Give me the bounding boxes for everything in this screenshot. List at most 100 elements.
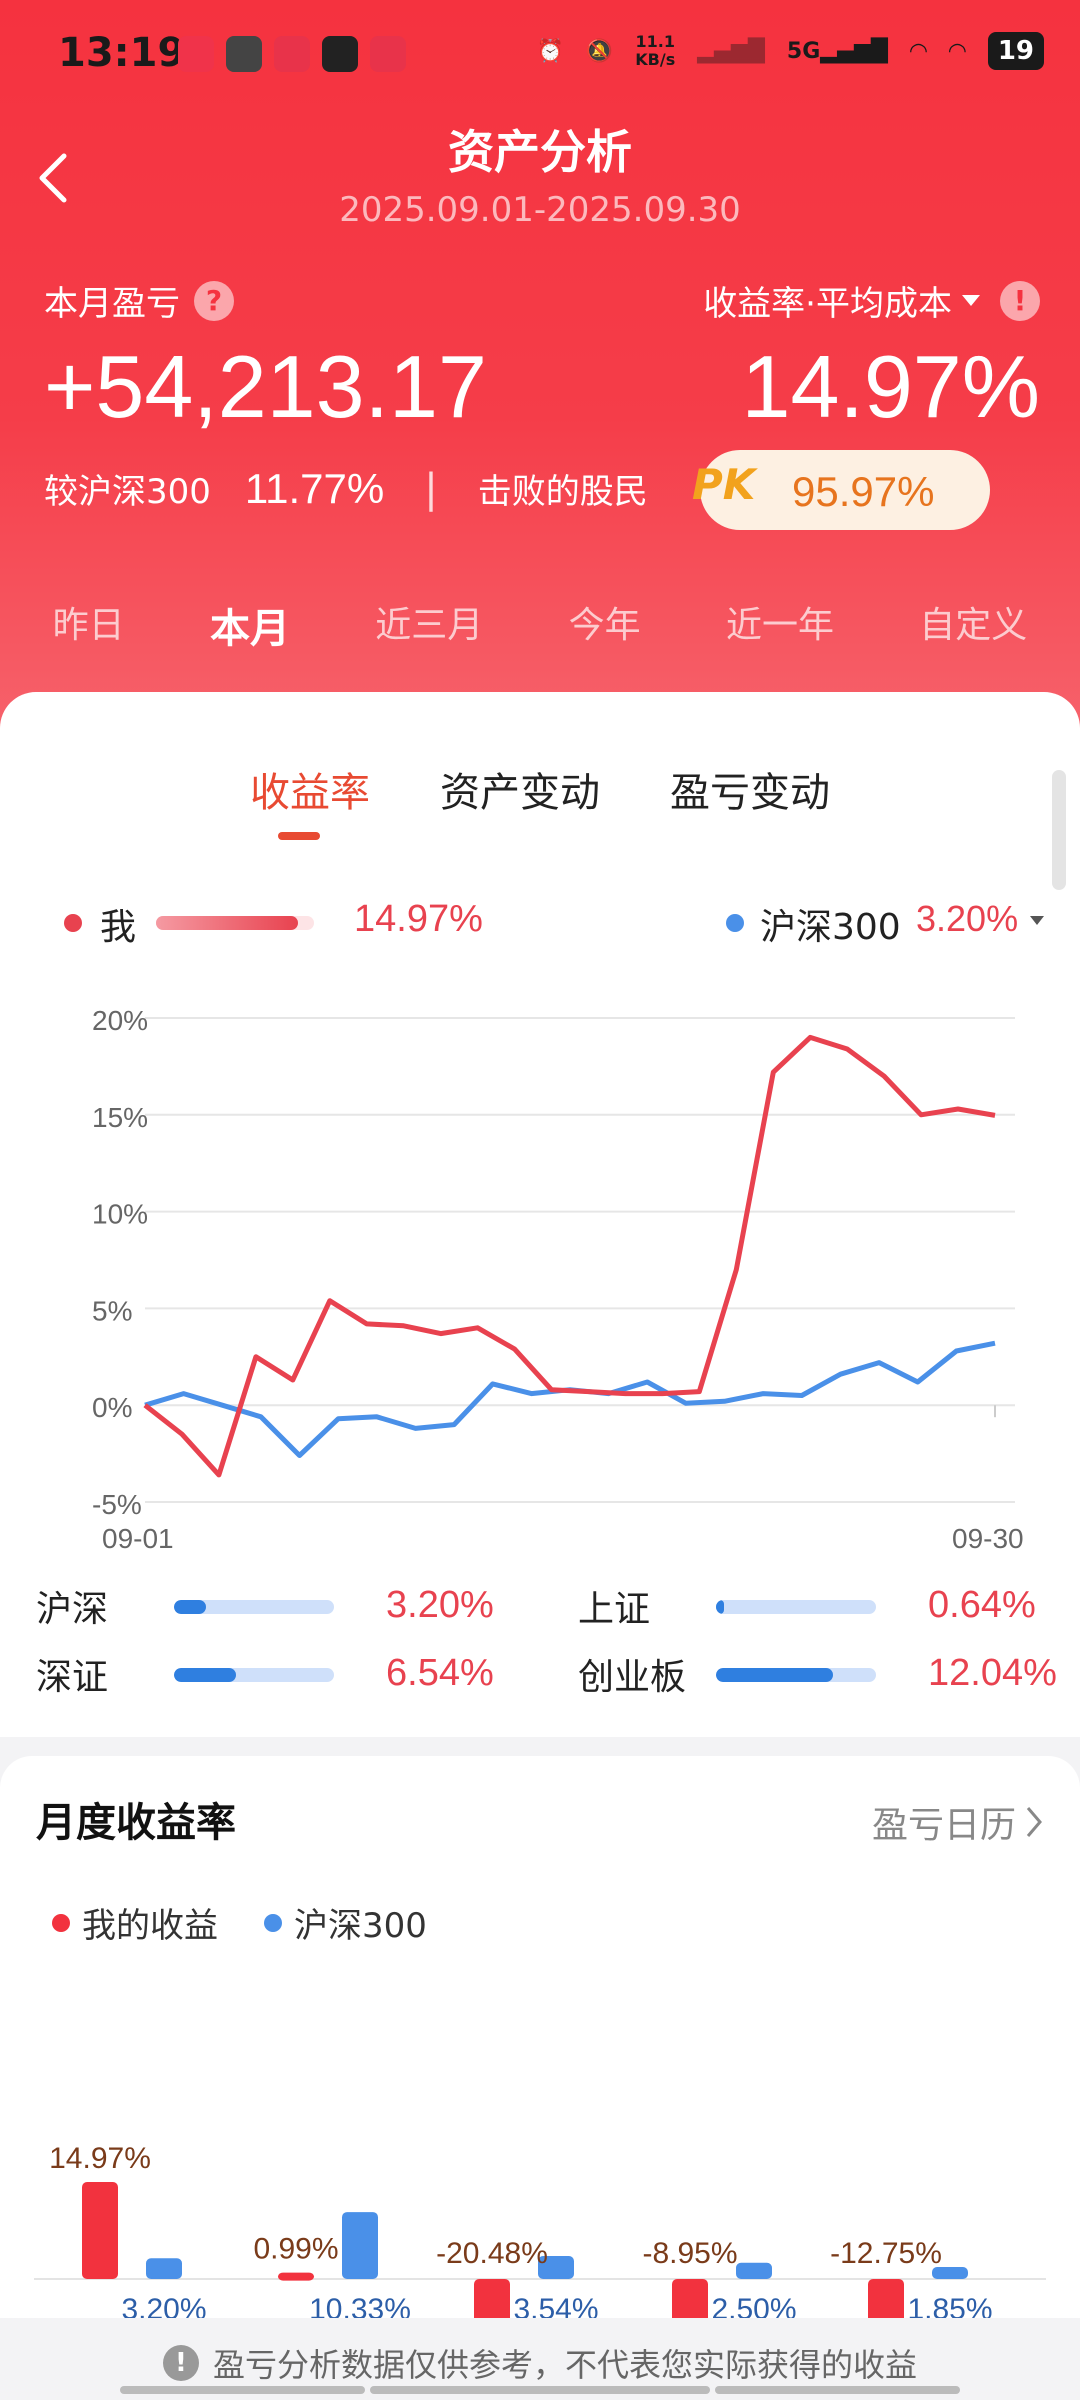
nav-gesture-bar[interactable] [370, 2386, 710, 2394]
index-progress-bar [174, 1668, 334, 1682]
month-profit-value: +54,213.17 [44, 337, 487, 436]
return-chart-card [0, 692, 1080, 1737]
bar-my-return[interactable] [868, 2279, 904, 2320]
index-progress-fill [174, 1668, 236, 1682]
legend-mine-value: 14.97% [354, 898, 483, 940]
y-tick-label: 5% [92, 1295, 132, 1326]
bar-hs300[interactable] [146, 2258, 182, 2279]
y-tick-label: -5% [92, 1489, 142, 1520]
bar-my-return[interactable] [278, 2272, 314, 2281]
chevron-right-icon[interactable] [1024, 1804, 1044, 1840]
legend-index-value[interactable]: 3.20% [916, 898, 1019, 939]
status-bar: 13:19 ⏰ 🔕 11.1 KB/s ▂▄▆█ 5G▂▄▆█ ◠ ◠ 19 [0, 22, 1080, 94]
divider: | [424, 465, 438, 512]
pnl-calendar-label[interactable]: 盈亏日历 [871, 1805, 1016, 1846]
bar-label-hs300: 1.85% [907, 2293, 992, 2320]
legend-mine-label: 我 [100, 907, 137, 948]
net-speed-unit: KB/s [635, 50, 676, 69]
pk-pill[interactable] [700, 450, 990, 530]
index-dot-icon [264, 1913, 282, 1932]
bar-label-hs300: 10.33% [309, 2293, 411, 2320]
nav-gesture-bar[interactable] [120, 2386, 365, 2394]
index-name: 深证 [36, 1657, 109, 1698]
compare-value: 11.77% [244, 464, 385, 512]
period-tab[interactable]: 本月 [209, 606, 290, 652]
index-name: 上证 [578, 1589, 651, 1630]
index-progress-bar [174, 1600, 334, 1614]
alarm-icon: ⏰ [536, 38, 564, 64]
bar-hs300[interactable] [736, 2262, 772, 2279]
index-progress-bar [716, 1668, 876, 1682]
rate-selector[interactable]: 收益率·平均成本 ! [703, 276, 1040, 325]
dropdown-triangle-icon[interactable] [962, 295, 980, 306]
bar-hs300[interactable] [538, 2256, 574, 2279]
rate-label[interactable]: 收益率·平均成本 [703, 284, 952, 324]
index-value: 0.64% [928, 1584, 1036, 1626]
bar-label-my-return: 0.99% [253, 2233, 338, 2266]
period-tab[interactable]: 近三月 [375, 605, 484, 646]
index-dropdown-icon[interactable] [1030, 916, 1044, 925]
series-line-mine [143, 1034, 996, 1478]
compare-row: 较沪深300 11.77% | 击败的股民 [44, 464, 648, 513]
app-notification-icon [274, 36, 310, 72]
system-icons: ⏰ 🔕 11.1 KB/s ▂▄▆█ 5G▂▄▆█ ◠ ◠ 19 [536, 32, 1044, 70]
bar-label-hs300: 2.50% [711, 2293, 796, 2320]
bar-label-my-return: -8.95% [642, 2237, 737, 2270]
active-tab-underline [278, 832, 320, 840]
monthly-legend: 我的收益 沪深300 [52, 1898, 427, 1947]
period-tab[interactable]: 今年 [568, 605, 641, 646]
chart-tab[interactable]: 收益率 [250, 770, 370, 816]
capcut-app-icon [322, 36, 358, 72]
bar-hs300[interactable] [342, 2212, 378, 2279]
nav-gesture-bar[interactable] [715, 2386, 960, 2394]
disclaimer: ! 盈亏分析数据仅供参考，不代表您实际获得的收益 [0, 2340, 1080, 2386]
y-tick-label: 0% [92, 1392, 132, 1423]
app-notification-icon [178, 36, 214, 72]
index-dot-icon [726, 914, 744, 932]
profit-label-row: 本月盈亏 ? [44, 276, 234, 325]
mute-bell-icon: 🔕 [585, 38, 614, 64]
date-range: 2025.09.01-2025.09.30 [339, 190, 741, 230]
scroll-indicator[interactable] [1052, 770, 1066, 890]
index-value: 3.20% [386, 1584, 494, 1626]
y-tick-label: 10% [92, 1199, 148, 1230]
index-progress-bar [716, 1600, 876, 1614]
bar-label-hs300: 3.54% [513, 2293, 598, 2320]
soul-app-icon [226, 36, 262, 72]
battery-indicator: 19 [987, 32, 1044, 70]
monthly-title: 月度收益率 [36, 1800, 236, 1846]
info-icon[interactable]: ! [1000, 280, 1040, 321]
series-line-hs300 [144, 1340, 996, 1458]
y-tick-label: 15% [92, 1102, 148, 1133]
bar-my-return[interactable] [672, 2279, 708, 2320]
chevron-left-icon[interactable] [34, 150, 74, 206]
period-tabs: 昨日 本月 近三月 今年 近一年 自定义 [0, 596, 1080, 654]
bar-my-return[interactable] [474, 2279, 510, 2320]
bar-hs300[interactable] [932, 2267, 968, 2279]
help-icon[interactable]: ? [194, 280, 234, 321]
chart-tab[interactable]: 资产变动 [440, 770, 600, 816]
period-tab[interactable]: 近一年 [725, 605, 834, 646]
status-time: 13:19 [58, 30, 186, 76]
return-line-chart: 20% 15% 10% 5% 0% -5%09-01 09-30 [92, 1005, 1024, 1554]
disclaimer-text: 盈亏分析数据仅供参考，不代表您实际获得的收益 [212, 2346, 917, 2384]
chart-tabs: 收益率 资产变动 盈亏变动 [0, 760, 1080, 818]
return-rate-value: 14.97% [741, 337, 1040, 436]
bar-label-hs300: 3.20% [121, 2293, 206, 2320]
network-label: 5G [786, 38, 821, 64]
header-area: 13:19 ⏰ 🔕 11.1 KB/s ▂▄▆█ 5G▂▄▆█ ◠ ◠ 19 资… [0, 0, 1080, 760]
bar-my-return[interactable] [82, 2182, 118, 2279]
pnl-calendar-link[interactable]: 盈亏日历 [872, 1796, 1044, 1848]
chart-tab[interactable]: 盈亏变动 [670, 770, 830, 816]
x-tick-label: 09-30 [952, 1523, 1024, 1554]
index-value: 6.54% [386, 1652, 494, 1694]
mine-dot-icon [52, 1913, 70, 1932]
bar-label-my-return: -20.48% [436, 2237, 548, 2270]
period-tab[interactable]: 昨日 [52, 605, 125, 646]
profit-label: 本月盈亏 [44, 284, 180, 324]
legend-index-label[interactable]: 沪深300 [760, 907, 901, 948]
period-tab[interactable]: 自定义 [919, 605, 1028, 646]
beat-percentage[interactable]: 95.97% [792, 468, 935, 515]
legend-hs300: 沪深300 [294, 1906, 427, 1946]
legend-mine-bar-fill [156, 916, 298, 930]
